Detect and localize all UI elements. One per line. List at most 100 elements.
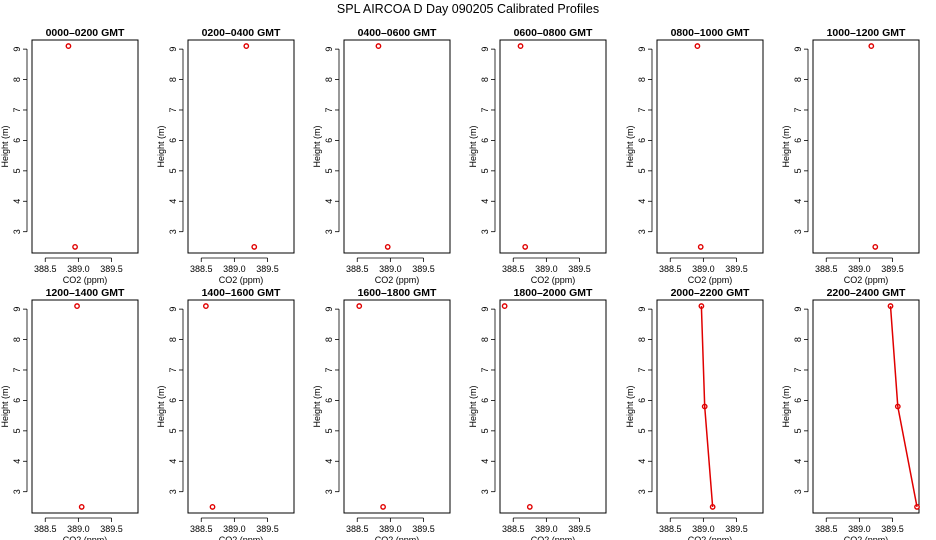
y-tick-label: 4 bbox=[637, 199, 647, 204]
y-tick-label: 4 bbox=[480, 199, 490, 204]
y-tick-label: 4 bbox=[324, 199, 334, 204]
y-tick-label: 7 bbox=[793, 107, 803, 112]
y-axis-label: Height (m) bbox=[625, 385, 635, 427]
y-tick-label: 9 bbox=[168, 307, 178, 312]
y-tick-label: 7 bbox=[480, 107, 490, 112]
panel-title: 0600–0800 GMT bbox=[514, 27, 593, 39]
y-tick-label: 6 bbox=[324, 138, 334, 143]
data-point bbox=[526, 504, 533, 510]
x-tick-label: 389.5 bbox=[881, 264, 904, 274]
y-tick-label: 3 bbox=[637, 229, 647, 234]
plot-frame bbox=[812, 299, 920, 514]
y-tick-label: 7 bbox=[168, 107, 178, 112]
plot-frame bbox=[31, 39, 139, 254]
y-tick-label: 3 bbox=[480, 229, 490, 234]
panel-title: 2200–2400 GMT bbox=[827, 287, 906, 299]
y-tick-label: 6 bbox=[480, 398, 490, 403]
y-tick-label: 6 bbox=[12, 398, 22, 403]
x-axis-label: CO2 (ppm) bbox=[688, 275, 733, 285]
data-point bbox=[375, 43, 382, 49]
y-tick-label: 4 bbox=[12, 459, 22, 464]
data-point bbox=[72, 244, 78, 250]
x-tick-label: 389.5 bbox=[256, 524, 279, 534]
x-tick-label: 389.5 bbox=[725, 264, 748, 274]
y-tick-label: 9 bbox=[793, 307, 803, 312]
x-tick-label: 388.5 bbox=[815, 264, 838, 274]
panel-title: 0000–0200 GMT bbox=[46, 27, 125, 39]
y-tick-label: 3 bbox=[12, 489, 22, 494]
plot-frame bbox=[499, 299, 607, 514]
plot-frame bbox=[656, 39, 764, 254]
y-tick-label: 6 bbox=[480, 138, 490, 143]
y-tick-label: 9 bbox=[480, 307, 490, 312]
x-axis-label: CO2 (ppm) bbox=[844, 275, 889, 285]
y-tick-label: 6 bbox=[793, 398, 803, 403]
plot-frame bbox=[499, 39, 607, 254]
panel-title: 2000–2200 GMT bbox=[671, 287, 750, 299]
x-tick-label: 389.0 bbox=[379, 524, 402, 534]
data-point bbox=[709, 504, 716, 510]
y-tick-label: 4 bbox=[793, 199, 803, 204]
y-tick-label: 9 bbox=[637, 47, 647, 52]
y-tick-label: 5 bbox=[324, 168, 334, 173]
profile-line bbox=[700, 306, 714, 507]
data-point bbox=[522, 244, 529, 250]
y-tick-label: 4 bbox=[324, 459, 334, 464]
x-axis-label: CO2 (ppm) bbox=[531, 535, 576, 540]
data-point bbox=[243, 43, 250, 49]
y-axis-label: Height (m) bbox=[468, 125, 478, 167]
panel-title: 0400–0600 GMT bbox=[358, 27, 437, 39]
x-tick-label: 389.5 bbox=[256, 264, 279, 274]
x-tick-label: 388.5 bbox=[659, 264, 682, 274]
x-axis-label: CO2 (ppm) bbox=[531, 275, 576, 285]
y-tick-label: 6 bbox=[637, 398, 647, 403]
plot-frame bbox=[187, 39, 295, 254]
panel-title: 1600–1800 GMT bbox=[358, 287, 437, 299]
data-point bbox=[914, 504, 920, 510]
data-point bbox=[868, 43, 875, 49]
x-tick-label: 388.5 bbox=[190, 264, 213, 274]
y-tick-label: 5 bbox=[168, 428, 178, 433]
data-point bbox=[698, 303, 705, 309]
data-point bbox=[694, 43, 701, 49]
y-tick-label: 3 bbox=[324, 229, 334, 234]
data-point bbox=[380, 504, 386, 510]
data-point bbox=[501, 303, 508, 309]
plot-frame bbox=[187, 299, 295, 514]
y-tick-label: 9 bbox=[324, 307, 334, 312]
y-tick-label: 8 bbox=[324, 337, 334, 342]
data-point bbox=[78, 504, 85, 510]
data-point bbox=[251, 244, 258, 250]
y-tick-label: 7 bbox=[12, 107, 22, 112]
y-tick-label: 5 bbox=[637, 168, 647, 173]
y-tick-label: 8 bbox=[12, 77, 22, 82]
x-tick-label: 388.5 bbox=[815, 524, 838, 534]
y-tick-label: 9 bbox=[637, 307, 647, 312]
panel-title: 1400–1600 GMT bbox=[202, 287, 281, 299]
x-tick-label: 389.5 bbox=[568, 264, 591, 274]
x-tick-label: 389.5 bbox=[100, 264, 123, 274]
y-tick-label: 6 bbox=[168, 398, 178, 403]
x-tick-label: 389.5 bbox=[725, 524, 748, 534]
y-tick-label: 8 bbox=[637, 337, 647, 342]
plot-frame bbox=[343, 299, 451, 514]
y-tick-label: 7 bbox=[324, 367, 334, 372]
y-tick-label: 9 bbox=[12, 47, 22, 52]
x-tick-label: 389.5 bbox=[881, 524, 904, 534]
y-tick-label: 3 bbox=[168, 229, 178, 234]
y-tick-label: 8 bbox=[12, 337, 22, 342]
y-tick-label: 8 bbox=[637, 77, 647, 82]
y-tick-label: 5 bbox=[637, 428, 647, 433]
y-tick-label: 5 bbox=[793, 168, 803, 173]
x-tick-label: 389.0 bbox=[848, 264, 871, 274]
y-tick-label: 9 bbox=[168, 47, 178, 52]
y-axis-label: Height (m) bbox=[312, 125, 322, 167]
x-tick-label: 389.0 bbox=[535, 264, 558, 274]
x-tick-label: 389.0 bbox=[223, 524, 246, 534]
